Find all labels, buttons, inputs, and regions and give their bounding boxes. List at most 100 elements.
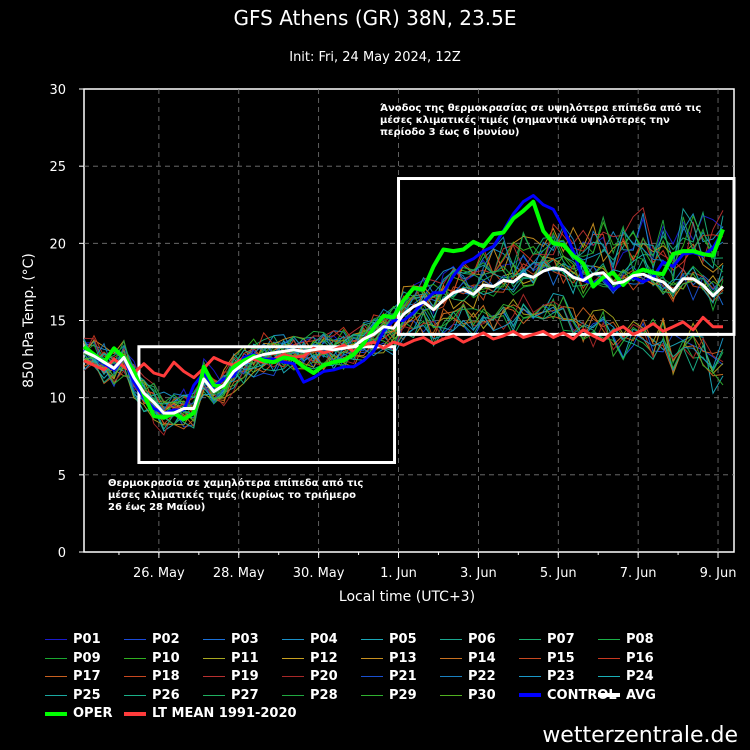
legend-label: P19 <box>231 669 259 684</box>
legend-label: P08 <box>626 632 654 647</box>
legend-item-p02: P02 <box>124 632 180 647</box>
legend-label: P16 <box>626 650 654 666</box>
chart-title: GFS Athens (GR) 38N, 23.5E <box>233 6 517 30</box>
legend-swatch <box>45 694 67 696</box>
legend-swatch <box>124 694 146 696</box>
x-tick-label: 28. May <box>213 566 265 581</box>
legend-label: P05 <box>389 632 417 647</box>
legend-item-p15: P15 <box>519 651 575 666</box>
ensemble-line-p16 <box>83 223 724 411</box>
highlight-box-low <box>137 345 397 464</box>
legend-label: P29 <box>389 687 417 703</box>
legend-label: LT MEAN 1991-2020 <box>152 706 297 721</box>
annotation-low: Θερμοκρασία σε χαμηλότερα επίπεδα από τι… <box>108 478 364 513</box>
x-tick-label: 7. Jun <box>620 566 657 581</box>
legend-item-p10: P10 <box>124 651 180 666</box>
x-tick-label: 9. Jun <box>700 566 737 581</box>
legend-swatch <box>203 639 225 640</box>
legend-label: P13 <box>389 650 417 666</box>
legend-item-p23: P23 <box>519 669 575 684</box>
legend-item-p17: P17 <box>45 669 101 684</box>
legend-label: P12 <box>310 650 338 666</box>
y-tick-label: 15 <box>49 315 66 330</box>
legend-swatch <box>440 657 462 659</box>
legend-item-oper: OPER <box>45 706 112 721</box>
legend-swatch <box>519 676 541 677</box>
series-line-oper <box>82 199 725 422</box>
legend-item-p03: P03 <box>203 632 259 647</box>
legend-label: P02 <box>152 632 180 647</box>
y-axis-label: 850 hPa Temp. (°C) <box>21 253 37 388</box>
chart-plot: 0 5 10 15 20 25 30 26. May 28. May 30. May 1. Jun 3… <box>21 83 737 605</box>
y-tick-label: 0 <box>58 546 66 561</box>
x-tick-label: 3. Jun <box>460 566 497 581</box>
legend-item-p18: P18 <box>124 669 180 684</box>
legend-item-p27: P27 <box>203 688 259 703</box>
y-tick-label: 5 <box>58 469 66 484</box>
legend-swatch <box>519 657 541 659</box>
y-tick-label: 25 <box>49 160 66 175</box>
y-tick-label: 30 <box>49 83 66 98</box>
legend-item-p05: P05 <box>361 632 417 647</box>
legend-swatch <box>440 676 462 677</box>
legend-swatch <box>440 639 462 640</box>
ensemble-line-p19 <box>83 206 724 410</box>
legend-swatch <box>45 676 67 677</box>
legend-swatch <box>282 694 304 696</box>
legend-label: P30 <box>468 687 496 703</box>
legend-swatch <box>440 694 462 696</box>
legend-swatch <box>361 657 383 659</box>
legend-item-p14: P14 <box>440 651 496 666</box>
legend-swatch <box>519 639 541 640</box>
legend-item-avg: AVG <box>598 688 656 703</box>
legend-swatch <box>45 657 67 659</box>
brand-watermark: wetterzentrale.de <box>542 723 738 748</box>
legend-label: P11 <box>231 650 259 666</box>
x-tick-label: 1. Jun <box>380 566 417 581</box>
ensemble-line-p17 <box>83 306 724 430</box>
legend-swatch <box>124 639 146 640</box>
legend-label: P15 <box>547 650 575 666</box>
legend-item-control: CONTROL <box>519 688 617 703</box>
legend-label: P04 <box>310 632 338 647</box>
legend-label: P17 <box>73 669 101 684</box>
legend-item-p09: P09 <box>45 651 101 666</box>
legend-item-p21: P21 <box>361 669 417 684</box>
legend-item-p06: P06 <box>440 632 496 647</box>
legend-label: P22 <box>468 669 496 684</box>
legend-label: OPER <box>73 706 113 721</box>
legend-swatch <box>361 694 383 696</box>
legend-item-p04: P04 <box>282 632 338 647</box>
legend-item-p30: P30 <box>440 688 496 703</box>
legend-label: P21 <box>389 669 417 684</box>
legend-label: P28 <box>310 687 338 703</box>
legend-label: P10 <box>152 650 180 666</box>
legend-swatch <box>598 693 620 697</box>
chart-subtitle: Init: Fri, 24 May 2024, 12Z <box>289 50 461 65</box>
legend-item-p19: P19 <box>203 669 259 684</box>
x-tick-label: 26. May <box>133 566 185 581</box>
legend-swatch <box>203 694 225 696</box>
legend-label: P26 <box>152 687 180 703</box>
legend-label: P24 <box>626 669 654 684</box>
legend-label: P07 <box>547 632 575 647</box>
legend-label: P25 <box>73 687 101 703</box>
legend-item-p11: P11 <box>203 651 259 666</box>
legend-item-p22: P22 <box>440 669 496 684</box>
legend-label: P09 <box>73 650 101 666</box>
legend-label: P27 <box>231 687 259 703</box>
x-tick-label: 30. May <box>293 566 345 581</box>
ensemble-line-p02 <box>83 303 724 428</box>
legend-item-p29: P29 <box>361 688 417 703</box>
legend-label: P23 <box>547 669 575 684</box>
x-axis-label: Local time (UTC+3) <box>339 589 475 605</box>
legend-label: P14 <box>468 650 496 666</box>
legend-label: P06 <box>468 632 496 647</box>
y-tick-label: 20 <box>49 237 66 252</box>
legend-swatch <box>598 639 620 640</box>
legend-item-p07: P07 <box>519 632 575 647</box>
legend-label: P18 <box>152 669 180 684</box>
legend-swatch <box>203 657 225 659</box>
legend-swatch <box>203 676 225 677</box>
legend-swatch <box>282 657 304 659</box>
